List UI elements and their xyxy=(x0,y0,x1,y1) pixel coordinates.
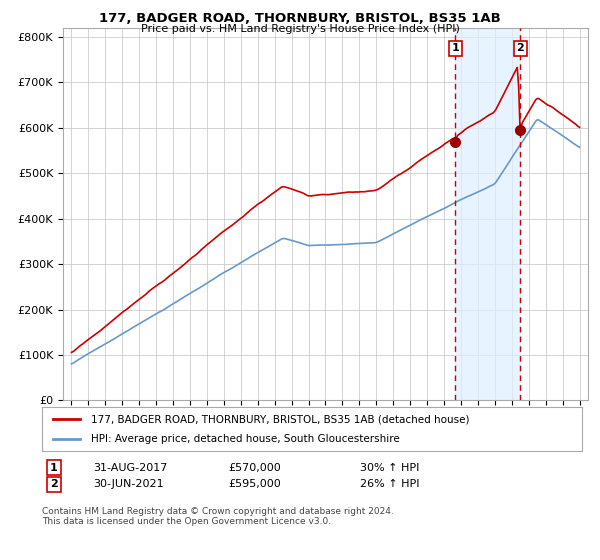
Text: 177, BADGER ROAD, THORNBURY, BRISTOL, BS35 1AB: 177, BADGER ROAD, THORNBURY, BRISTOL, BS… xyxy=(99,12,501,25)
Text: £570,000: £570,000 xyxy=(228,463,281,473)
Text: 177, BADGER ROAD, THORNBURY, BRISTOL, BS35 1AB (detached house): 177, BADGER ROAD, THORNBURY, BRISTOL, BS… xyxy=(91,414,469,424)
Text: HPI: Average price, detached house, South Gloucestershire: HPI: Average price, detached house, Sout… xyxy=(91,433,400,444)
Bar xyxy=(455,28,520,400)
Text: £595,000: £595,000 xyxy=(228,479,281,489)
Text: 2: 2 xyxy=(50,479,58,489)
Text: 30% ↑ HPI: 30% ↑ HPI xyxy=(360,463,419,473)
Text: 26% ↑ HPI: 26% ↑ HPI xyxy=(360,479,419,489)
Text: 31-AUG-2017: 31-AUG-2017 xyxy=(93,463,167,473)
Text: Price paid vs. HM Land Registry's House Price Index (HPI): Price paid vs. HM Land Registry's House … xyxy=(140,24,460,34)
Text: Contains HM Land Registry data © Crown copyright and database right 2024.
This d: Contains HM Land Registry data © Crown c… xyxy=(42,507,394,526)
Text: 1: 1 xyxy=(451,44,459,53)
Text: 2: 2 xyxy=(517,44,524,53)
Text: 30-JUN-2021: 30-JUN-2021 xyxy=(93,479,164,489)
Text: 1: 1 xyxy=(50,463,58,473)
